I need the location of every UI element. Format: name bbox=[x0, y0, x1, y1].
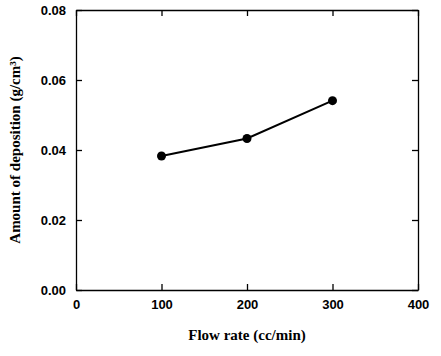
tick-mark bbox=[161, 284, 162, 290]
tick bbox=[333, 10, 334, 16]
tick-mark bbox=[412, 80, 418, 81]
marker bbox=[243, 134, 252, 143]
tick: 0.00 bbox=[41, 283, 82, 298]
x-axis-top bbox=[77, 10, 419, 16]
x-axis: 0 100 200 300 400 bbox=[73, 284, 429, 312]
tick-mark bbox=[76, 80, 82, 81]
tick bbox=[247, 10, 248, 16]
tick-label: 0 bbox=[73, 297, 80, 312]
tick-mark bbox=[412, 10, 418, 11]
tick bbox=[412, 290, 418, 291]
plot: 0 100 200 300 400 0.00 0.02 0.04 0.06 0.08 bbox=[41, 3, 430, 313]
y-axis: 0.00 0.02 0.04 0.06 0.08 bbox=[41, 3, 82, 298]
tick-mark bbox=[76, 290, 82, 291]
tick: 0.02 bbox=[41, 213, 82, 228]
tick-mark bbox=[76, 10, 82, 11]
y-axis-title: Amount of deposition (g/cm³) bbox=[7, 56, 24, 243]
tick-label: 300 bbox=[322, 297, 344, 312]
tick-mark bbox=[332, 284, 333, 290]
tick-label: 0.06 bbox=[41, 73, 66, 88]
tick-label: 100 bbox=[151, 297, 173, 312]
tick bbox=[162, 10, 163, 16]
tick: 0.08 bbox=[41, 3, 82, 18]
marker bbox=[157, 151, 166, 160]
tick: 200 bbox=[237, 284, 259, 312]
line bbox=[162, 101, 333, 156]
axis-line bbox=[77, 290, 419, 291]
tick-mark bbox=[247, 284, 248, 290]
tick: 100 bbox=[151, 284, 173, 312]
marker bbox=[328, 96, 337, 105]
tick-label: 0.08 bbox=[41, 3, 66, 18]
y-axis-right bbox=[412, 11, 419, 291]
tick bbox=[412, 10, 418, 11]
tick bbox=[412, 80, 418, 81]
tick: 300 bbox=[322, 284, 344, 312]
tick-label: 0.02 bbox=[41, 213, 66, 228]
tick-label: 200 bbox=[237, 297, 259, 312]
tick-mark bbox=[412, 220, 418, 221]
tick-mark bbox=[332, 10, 333, 16]
tick-mark bbox=[76, 220, 82, 221]
series bbox=[157, 96, 337, 160]
tick-mark bbox=[412, 290, 418, 291]
x-axis-title: Flow rate (cc/min) bbox=[188, 327, 305, 344]
tick bbox=[412, 150, 418, 151]
tick-label: 400 bbox=[408, 297, 430, 312]
tick: 0.06 bbox=[41, 73, 82, 88]
tick-label: 0.04 bbox=[41, 143, 67, 158]
tick: 0.04 bbox=[41, 143, 82, 158]
axis-line bbox=[418, 11, 419, 291]
tick-mark bbox=[247, 10, 248, 16]
tick-label: 0.00 bbox=[41, 283, 66, 298]
tick-mark bbox=[161, 10, 162, 16]
tick-mark bbox=[76, 150, 82, 151]
chart: 0 100 200 300 400 0.00 0.02 0.04 0.06 0.08 Flow ra… bbox=[0, 0, 441, 356]
tick-mark bbox=[412, 150, 418, 151]
tick bbox=[412, 220, 418, 221]
